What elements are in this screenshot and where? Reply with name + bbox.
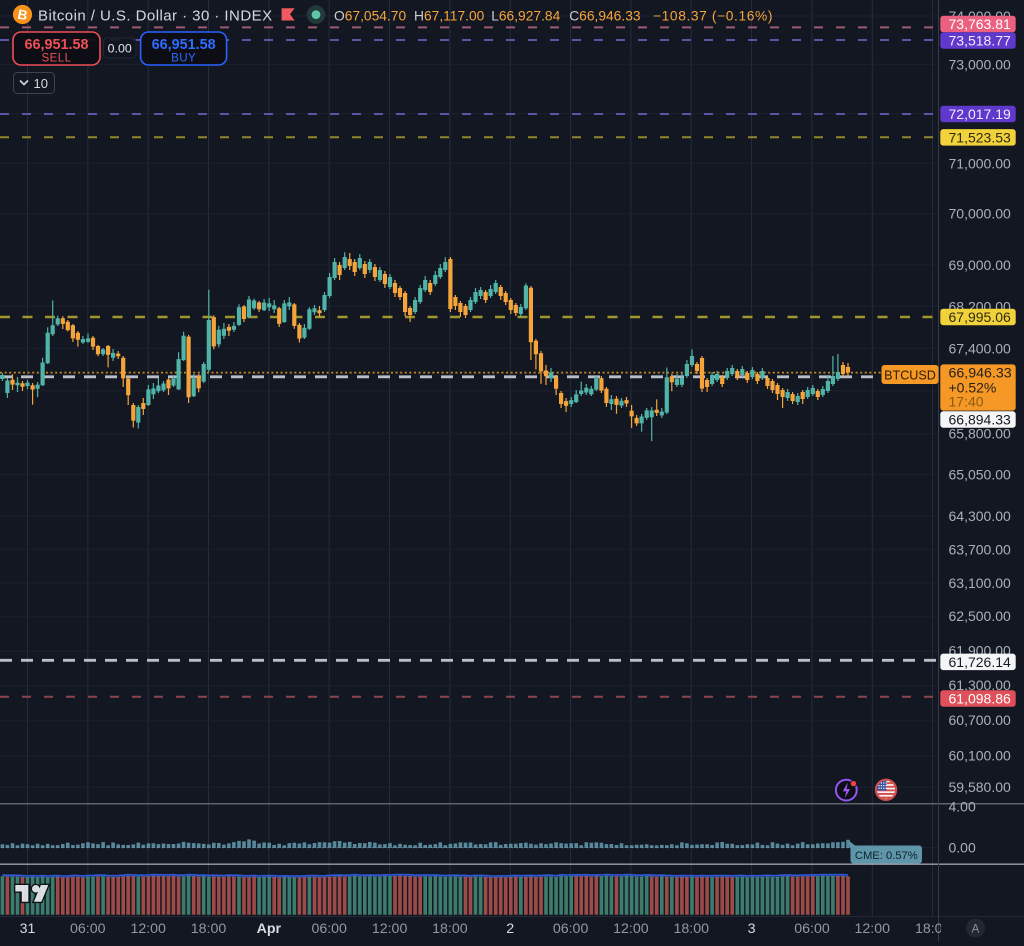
svg-text:59,580.00: 59,580.00 [949,779,1011,795]
svg-text:H67,117.00: H67,117.00 [414,9,485,24]
svg-text:A: A [972,923,980,935]
svg-text:61,098.86: 61,098.86 [949,691,1011,707]
svg-text:18:00: 18:00 [674,921,710,937]
svg-text:70,000.00: 70,000.00 [949,205,1011,221]
svg-text:B: B [16,7,29,24]
svg-text:61,726.14: 61,726.14 [949,654,1011,670]
svg-text:18:00: 18:00 [191,921,227,937]
svg-text:06:00: 06:00 [794,921,830,937]
svg-text:73,518.77: 73,518.77 [949,33,1011,49]
svg-text:65,800.00: 65,800.00 [949,426,1011,442]
svg-text:71,523.53: 71,523.53 [949,129,1011,145]
svg-text:O67,054.70: O67,054.70 [334,9,406,24]
svg-text:64,300.00: 64,300.00 [949,508,1011,524]
svg-text:CME: 0.57%: CME: 0.57% [855,850,918,862]
svg-text:12:00: 12:00 [613,921,649,937]
svg-text:60,100.00: 60,100.00 [949,747,1011,763]
svg-text:17:40: 17:40 [949,394,984,410]
svg-text:Apr: Apr [257,921,282,937]
svg-text:63,100.00: 63,100.00 [949,575,1011,591]
svg-text:73,763.81: 73,763.81 [949,16,1011,32]
svg-text:18:00: 18:00 [915,921,951,937]
svg-text:63,700.00: 63,700.00 [949,541,1011,557]
svg-text:2: 2 [506,921,514,937]
svg-text:62,500.00: 62,500.00 [949,608,1011,624]
svg-text:BTCUSD: BTCUSD [884,368,936,382]
svg-text:67,400.00: 67,400.00 [949,340,1011,356]
svg-text:06:00: 06:00 [70,921,106,937]
svg-text:3: 3 [748,921,756,937]
svg-text:+0.52%: +0.52% [949,380,997,396]
svg-text:71,000.00: 71,000.00 [949,155,1011,171]
svg-text:66,894.33: 66,894.33 [949,412,1011,428]
svg-text:66,951.58: 66,951.58 [152,37,216,53]
svg-text:4.00: 4.00 [949,799,976,815]
svg-text:31: 31 [20,921,36,937]
svg-text:10: 10 [34,76,48,91]
svg-text:−108.37 (−0.16%): −108.37 (−0.16%) [653,9,773,24]
svg-text:0.00: 0.00 [949,840,976,856]
svg-text:12:00: 12:00 [372,921,408,937]
svg-text:06:00: 06:00 [311,921,347,937]
svg-text:67,995.06: 67,995.06 [949,309,1011,325]
svg-text:65,050.00: 65,050.00 [949,467,1011,483]
svg-text:0.00: 0.00 [108,41,132,55]
svg-text:BUY: BUY [171,52,196,65]
svg-text:69,000.00: 69,000.00 [949,257,1011,273]
svg-text:66,946.33: 66,946.33 [949,366,1012,382]
svg-text:61,300.00: 61,300.00 [949,677,1011,693]
svg-text:SELL: SELL [42,52,72,65]
svg-text:Bitcoin / U.S. Dollar · 30 · I: Bitcoin / U.S. Dollar · 30 · INDEX [38,7,273,24]
svg-text:72,017.19: 72,017.19 [949,106,1011,122]
svg-text:66,951.58: 66,951.58 [24,37,88,53]
svg-text:12:00: 12:00 [855,921,891,937]
svg-text:73,000.00: 73,000.00 [949,56,1011,72]
svg-text:C66,946.33: C66,946.33 [569,9,641,24]
svg-text:18:00: 18:00 [432,921,468,937]
svg-text:60,700.00: 60,700.00 [949,712,1011,728]
svg-text:12:00: 12:00 [130,921,166,937]
svg-text:L66,927.84: L66,927.84 [491,9,560,24]
svg-text:06:00: 06:00 [553,921,589,937]
